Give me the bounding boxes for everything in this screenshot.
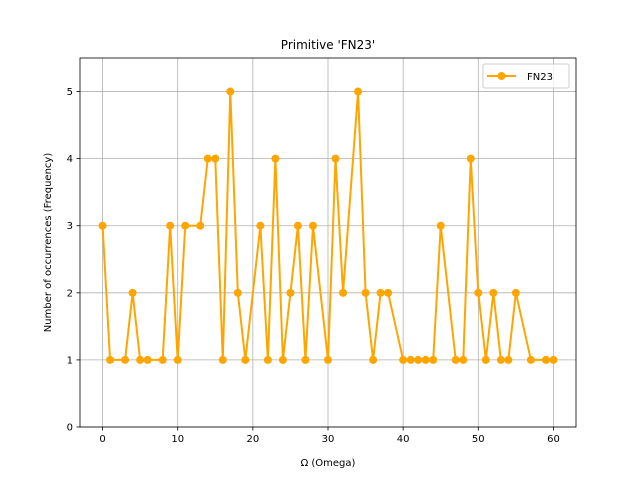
y-axis-ticks: 0 1 2 3 4 5 [67, 87, 80, 434]
x-tick-label: 0 [99, 434, 105, 445]
data-point [429, 355, 438, 364]
data-point [143, 355, 152, 364]
data-point [271, 154, 280, 163]
data-point [106, 355, 115, 364]
data-point [399, 355, 408, 364]
data-point [436, 221, 445, 230]
data-point [339, 288, 348, 297]
data-point [526, 355, 535, 364]
y-tick-label: 5 [67, 87, 73, 98]
data-point [121, 355, 130, 364]
y-tick-label: 1 [67, 355, 73, 366]
data-point [256, 221, 265, 230]
y-tick-label: 4 [67, 154, 73, 165]
data-point [226, 87, 235, 96]
data-point [421, 355, 430, 364]
chart-title: Primitive 'FN23' [281, 38, 375, 52]
data-point [474, 288, 483, 297]
legend-label: FN23 [527, 72, 553, 83]
data-point [196, 221, 205, 230]
data-point [504, 355, 513, 364]
data-point [384, 288, 393, 297]
series-layer [98, 87, 558, 364]
legend: FN23 [482, 63, 570, 89]
y-tick-label: 2 [67, 288, 73, 299]
x-tick-label: 60 [547, 434, 560, 445]
x-axis-ticks: 0 10 20 30 40 50 60 [99, 427, 560, 445]
data-point [278, 355, 287, 364]
data-point [286, 288, 295, 297]
data-point [293, 221, 302, 230]
y-tick-label: 3 [67, 221, 73, 232]
data-point [354, 87, 363, 96]
data-point [459, 355, 468, 364]
data-point [173, 355, 182, 364]
data-point [233, 288, 242, 297]
data-point [414, 355, 423, 364]
data-point [496, 355, 505, 364]
data-point [481, 355, 490, 364]
data-point [211, 154, 220, 163]
data-point [158, 355, 167, 364]
data-point [361, 288, 370, 297]
x-tick-label: 10 [171, 434, 184, 445]
data-point [331, 154, 340, 163]
data-point [451, 355, 460, 364]
data-point [301, 355, 310, 364]
data-point [369, 355, 378, 364]
data-point [98, 221, 107, 230]
data-point [376, 288, 385, 297]
x-tick-label: 30 [322, 434, 335, 445]
data-point [549, 355, 558, 364]
data-point [541, 355, 550, 364]
data-point [263, 355, 272, 364]
y-tick-label: 0 [67, 423, 73, 434]
x-tick-label: 20 [246, 434, 259, 445]
data-point [241, 355, 250, 364]
data-point [166, 221, 175, 230]
x-tick-label: 40 [397, 434, 410, 445]
data-point [489, 288, 498, 297]
data-point [181, 221, 190, 230]
y-axis-label: Number of occurrences (Frequency) [43, 153, 54, 333]
x-tick-label: 50 [472, 434, 485, 445]
data-point [203, 154, 212, 163]
legend-box [482, 63, 570, 89]
data-point [406, 355, 415, 364]
data-point [218, 355, 227, 364]
data-point [324, 355, 332, 364]
data-point [136, 355, 145, 364]
x-axis-label: Ω (Omega) [301, 458, 356, 469]
data-point [308, 221, 317, 230]
legend-marker-swatch [497, 72, 506, 80]
data-point [511, 288, 520, 297]
data-point [128, 288, 137, 297]
data-point [466, 154, 475, 163]
